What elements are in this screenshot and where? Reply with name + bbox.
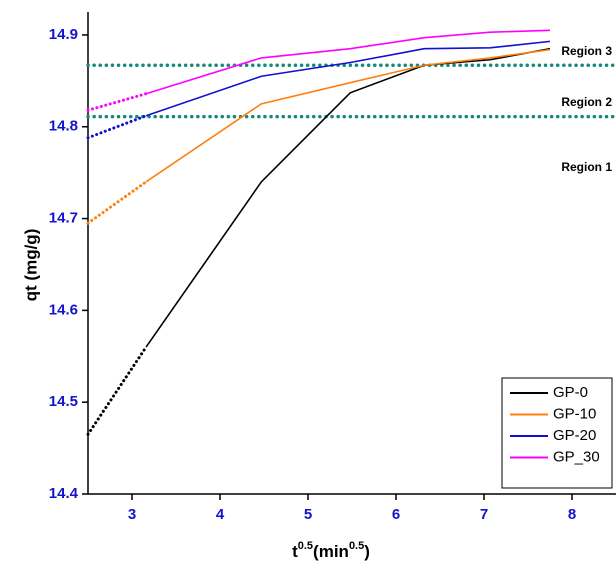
y-tick-label: 14.5 (49, 393, 78, 410)
x-tick-label: 6 (392, 506, 400, 523)
region-label: Region 1 (561, 160, 612, 174)
legend-box (501, 377, 613, 489)
x-label-mid: (min (313, 542, 349, 561)
x-label-base: t (292, 542, 298, 561)
extrapolation-line (86, 180, 148, 225)
region-label: Region 3 (561, 44, 612, 58)
y-tick-label: 14.9 (49, 26, 78, 43)
legend-label: GP_30 (553, 448, 600, 465)
x-tick-label: 7 (480, 506, 488, 523)
x-axis-label: t0.5(min0.5) (292, 540, 370, 562)
x-tick-label: 3 (128, 506, 136, 523)
y-tick-label: 14.7 (49, 210, 78, 227)
region-label: Region 2 (561, 95, 612, 109)
x-label-sup: 0.5 (349, 540, 364, 552)
y-axis-label: qt (mg/g) (21, 229, 40, 302)
legend-label: GP-0 (553, 384, 588, 401)
y-tick-label: 14.8 (49, 118, 78, 135)
x-tick-label: 8 (568, 506, 576, 523)
extrapolation-line (86, 114, 148, 140)
extrapolation-line (86, 345, 148, 436)
x-label-end: ) (364, 542, 370, 561)
extrapolation-line (86, 92, 148, 112)
series-line (145, 29, 551, 95)
x-tick-label: 4 (216, 506, 225, 523)
legend: GP-0 GP-10 GP-20 GP_30 (501, 377, 613, 489)
legend-label: GP-20 (553, 427, 596, 444)
y-tick-label: 14.6 (49, 301, 78, 318)
series-line (145, 40, 551, 117)
series-line (145, 47, 551, 348)
legend-label: GP-10 (553, 405, 596, 422)
series-line (145, 48, 551, 183)
y-tick-label: 14.4 (49, 485, 79, 502)
x-label-sup: 0.5 (298, 540, 313, 552)
x-tick-label: 5 (304, 506, 312, 523)
